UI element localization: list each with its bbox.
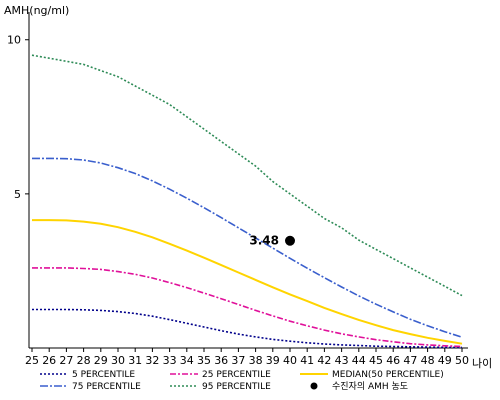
axes	[28, 12, 468, 349]
series-line	[32, 157, 463, 338]
x-tick-label: 28	[77, 354, 91, 367]
legend-label: 수진자의 AMH 농도	[332, 381, 408, 392]
x-tick-label: 48	[421, 354, 435, 367]
y-axis-title: AMH(ng/ml)	[4, 4, 69, 17]
x-tick-label: 46	[386, 354, 400, 367]
x-tick-label: 45	[369, 354, 383, 367]
x-tick-label: 32	[145, 354, 159, 367]
x-tick-label: 36	[214, 354, 228, 367]
x-tick-label: 47	[403, 354, 417, 367]
x-tick-label: 38	[249, 354, 263, 367]
legend-label: 25 PERCENTILE	[202, 370, 271, 380]
legend-label: 75 PERCENTILE	[72, 382, 141, 392]
legend-label: MEDIAN(50 PERCENTILE)	[332, 370, 444, 380]
legend-point-marker	[310, 382, 318, 390]
x-tick-label: 29	[94, 354, 108, 367]
series-lines	[31, 54, 463, 349]
x-tick-label: 34	[180, 354, 194, 367]
x-tick-label: 37	[231, 354, 245, 367]
x-tick-label: 50	[455, 354, 469, 367]
legend: 5 PERCENTILE 25 PERCENTILE MEDIAN(50 PERCE…	[40, 370, 444, 392]
x-tick-label: 42	[317, 354, 331, 367]
x-tick-label: 30	[111, 354, 125, 367]
x-tick-label: 40	[283, 354, 297, 367]
highlight-point	[285, 235, 295, 246]
x-tick-label: 39	[266, 354, 280, 367]
x-tick-label: 25	[25, 354, 39, 367]
x-ticks: 25 26 27 28 29 30 31 32 33 34 35 36 37 38 39 40 41 42 43 44…	[25, 348, 469, 367]
x-tick-label: 26	[42, 354, 56, 367]
series-line	[32, 219, 463, 345]
x-tick-label: 41	[300, 354, 314, 367]
x-tick-label: 44	[352, 354, 366, 367]
y-tick-label: 10	[7, 34, 21, 47]
series-line	[32, 267, 463, 348]
x-tick-label: 27	[59, 354, 73, 367]
highlight-value-label: 3.48	[249, 234, 279, 248]
x-tick-label: 33	[163, 354, 177, 367]
legend-label: 5 PERCENTILE	[72, 370, 135, 380]
x-tick-label: 43	[335, 354, 349, 367]
x-tick-label: 31	[128, 354, 142, 367]
y-tick-label: 5	[14, 188, 21, 201]
legend-label: 95 PERCENTILE	[202, 382, 271, 392]
x-axis-title: 나이	[472, 357, 492, 370]
series-line	[32, 308, 462, 349]
x-tick-label: 49	[438, 354, 452, 367]
series-line	[31, 54, 463, 297]
y-ticks: 5 10	[7, 34, 29, 201]
x-tick-label: 35	[197, 354, 211, 367]
highlight-point-group: 3.48	[249, 234, 295, 248]
